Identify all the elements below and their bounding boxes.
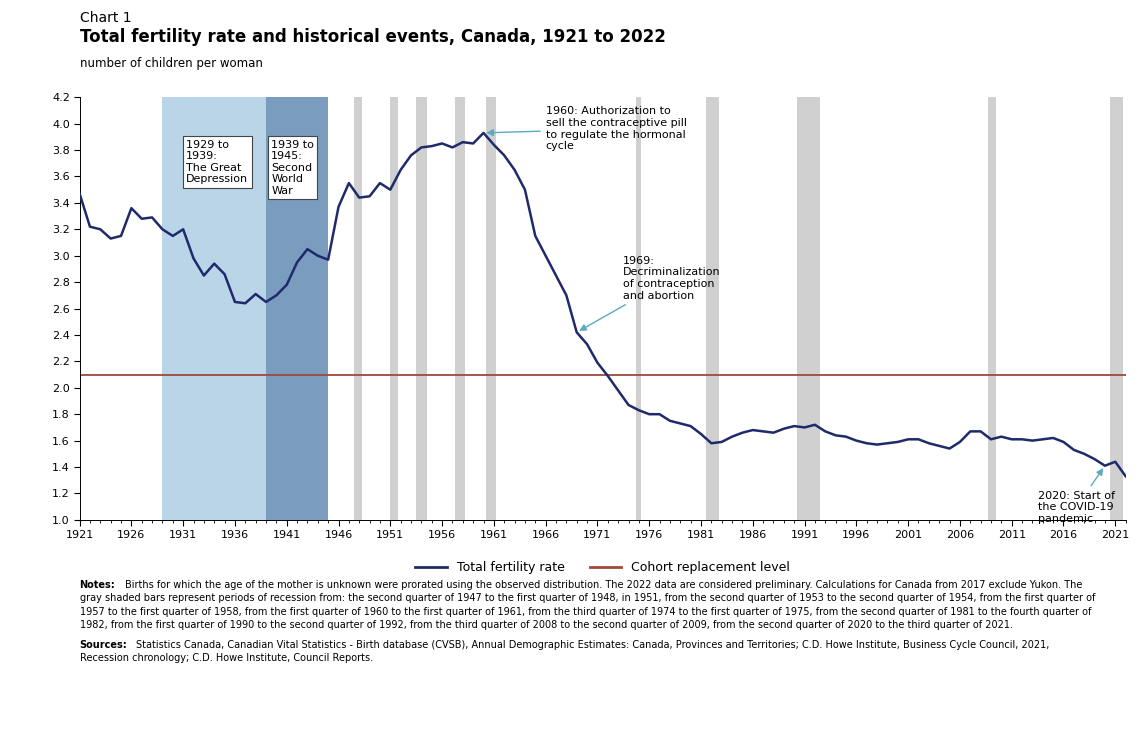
- Bar: [455, 97, 465, 520]
- Text: Total fertility rate and historical events, Canada, 1921 to 2022: Total fertility rate and historical even…: [80, 28, 665, 46]
- Bar: [354, 97, 362, 520]
- Bar: [487, 97, 497, 520]
- Bar: [266, 97, 329, 520]
- Text: Recession chronology; C.D. Howe Institute, Council Reports.: Recession chronology; C.D. Howe Institut…: [80, 653, 373, 663]
- Text: gray shaded bars represent periods of recession from: the second quarter of 1947: gray shaded bars represent periods of re…: [80, 593, 1095, 603]
- Bar: [706, 97, 719, 520]
- Bar: [988, 97, 996, 520]
- Text: Statistics Canada, Canadian Vital Statistics - Birth database (CVSB), Annual Dem: Statistics Canada, Canadian Vital Statis…: [136, 640, 1049, 649]
- Bar: [1110, 97, 1123, 520]
- Text: 2020: Start of
the COVID-19
pandemic: 2020: Start of the COVID-19 pandemic: [1038, 469, 1114, 524]
- Legend: Total fertility rate, Cohort replacement level: Total fertility rate, Cohort replacement…: [410, 556, 795, 579]
- Text: Sources:: Sources:: [80, 640, 127, 649]
- Bar: [390, 97, 398, 520]
- Text: 1939 to
1945:
Second
World
War: 1939 to 1945: Second World War: [272, 140, 314, 196]
- Bar: [416, 97, 426, 520]
- Text: Notes:: Notes:: [80, 580, 115, 589]
- Text: Chart 1: Chart 1: [80, 11, 131, 25]
- Bar: [797, 97, 820, 520]
- Text: number of children per woman: number of children per woman: [80, 57, 263, 70]
- Text: 1957 to the first quarter of 1958, from the first quarter of 1960 to the first q: 1957 to the first quarter of 1958, from …: [80, 607, 1092, 616]
- Text: Births for which the age of the mother is unknown were prorated using the observ: Births for which the age of the mother i…: [125, 580, 1082, 589]
- Text: 1929 to
1939:
The Great
Depression: 1929 to 1939: The Great Depression: [186, 140, 248, 184]
- Text: 1960: Authorization to
sell the contraceptive pill
to regulate the hormonal
cycl: 1960: Authorization to sell the contrace…: [488, 106, 687, 151]
- Bar: [637, 97, 641, 520]
- Text: 1969:
Decriminalization
of contraception
and abortion: 1969: Decriminalization of contraception…: [581, 256, 721, 330]
- Bar: [163, 97, 266, 520]
- Text: 1982, from the first quarter of 1990 to the second quarter of 1992, from the thi: 1982, from the first quarter of 1990 to …: [80, 620, 1013, 630]
